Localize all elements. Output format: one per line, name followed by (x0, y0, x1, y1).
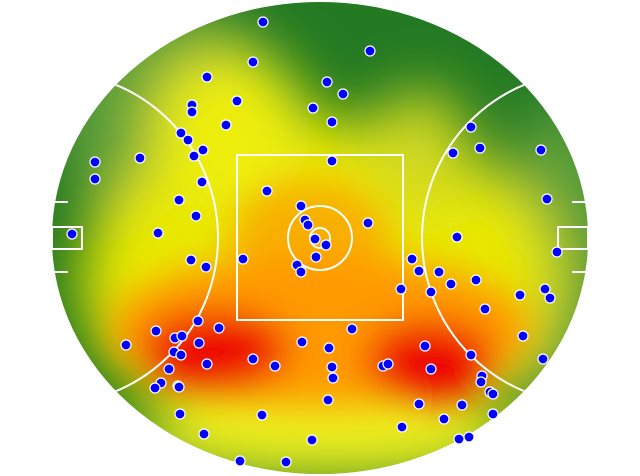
point (306, 434, 318, 446)
point (451, 231, 463, 243)
point (192, 315, 204, 327)
point (406, 253, 418, 265)
point (323, 342, 335, 354)
point (200, 261, 212, 273)
point (295, 200, 307, 212)
point (152, 227, 164, 239)
point (234, 455, 246, 467)
point (346, 323, 358, 335)
point (517, 330, 529, 342)
point (174, 408, 186, 420)
point (337, 88, 349, 100)
point (326, 155, 338, 167)
point (514, 289, 526, 301)
point (269, 360, 281, 372)
point (175, 349, 187, 361)
point (296, 336, 308, 348)
point (196, 176, 208, 188)
point (364, 45, 376, 57)
point (362, 217, 374, 229)
point (190, 210, 202, 222)
point (470, 274, 482, 286)
point (425, 286, 437, 298)
point (247, 56, 259, 68)
point (425, 363, 437, 375)
point (320, 239, 332, 251)
point (182, 134, 194, 146)
point (479, 303, 491, 315)
point (307, 102, 319, 114)
point (173, 381, 185, 393)
point (419, 340, 431, 352)
point (438, 413, 450, 425)
point (456, 399, 468, 411)
point (475, 376, 487, 388)
point (175, 127, 187, 139)
point (247, 353, 259, 365)
point (463, 431, 475, 443)
field-lines (51, 154, 589, 321)
point (465, 349, 477, 361)
point (201, 358, 213, 370)
point (487, 408, 499, 420)
point (150, 325, 162, 337)
point (188, 150, 200, 162)
point (149, 382, 161, 394)
point (551, 246, 563, 258)
point (213, 322, 225, 334)
point (163, 363, 175, 375)
point (445, 278, 457, 290)
point (302, 219, 314, 231)
point (89, 173, 101, 185)
point (261, 185, 273, 197)
point (382, 358, 394, 370)
point (447, 147, 459, 159)
point (322, 394, 334, 406)
point (186, 106, 198, 118)
point (257, 16, 269, 28)
point (231, 95, 243, 107)
point (134, 152, 146, 164)
point (541, 193, 553, 205)
point (321, 76, 333, 88)
point (280, 456, 292, 468)
point (544, 292, 556, 304)
point (453, 433, 465, 445)
point (295, 266, 307, 278)
point (413, 398, 425, 410)
point (185, 254, 197, 266)
point (413, 265, 425, 277)
point (89, 156, 101, 168)
point (66, 228, 78, 240)
point (173, 194, 185, 206)
point (193, 337, 205, 349)
point (220, 119, 232, 131)
point (537, 353, 549, 365)
point (396, 421, 408, 433)
point (535, 144, 547, 156)
point (176, 330, 188, 342)
point (198, 428, 210, 440)
point (326, 116, 338, 128)
point (310, 251, 322, 263)
point (539, 283, 551, 295)
point (309, 233, 321, 245)
point (326, 361, 338, 373)
point (465, 121, 477, 133)
point (327, 372, 339, 384)
point (487, 388, 499, 400)
point (120, 339, 132, 351)
point (201, 71, 213, 83)
point (433, 266, 445, 278)
point (197, 144, 209, 156)
point (237, 253, 249, 265)
point (256, 409, 268, 421)
point (395, 283, 407, 295)
point (474, 142, 486, 154)
